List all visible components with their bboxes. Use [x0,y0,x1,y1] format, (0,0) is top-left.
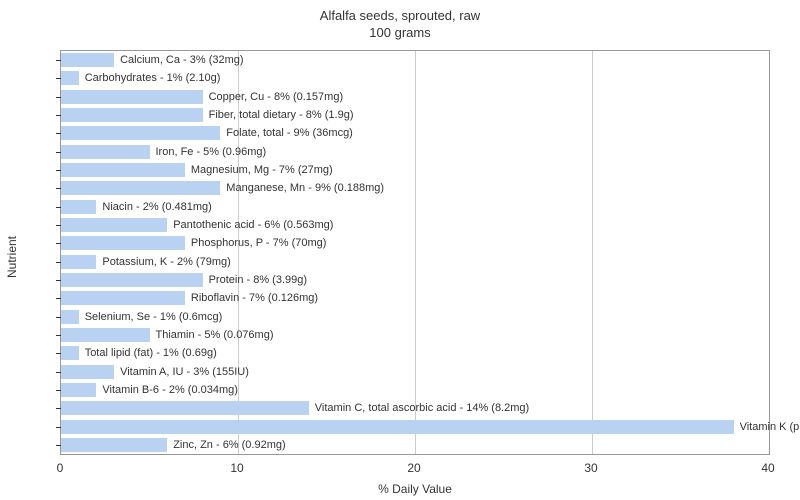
bar [61,401,309,415]
bar-label: Copper, Cu - 8% (0.157mg) [209,90,344,104]
y-tick [56,335,61,336]
bar [61,255,96,269]
bar [61,218,167,232]
bar [61,365,114,379]
bar [61,236,185,250]
x-tick-label: 0 [57,461,64,475]
bar-label: Vitamin K (phylloquinone) - 38% (30.5mcg… [740,420,800,434]
bar-label: Potassium, K - 2% (79mg) [102,255,230,269]
bar [61,346,79,360]
y-tick [56,60,61,61]
bar [61,126,220,140]
bar-label: Zinc, Zn - 6% (0.92mg) [173,438,285,452]
y-tick [56,97,61,98]
y-tick [56,243,61,244]
y-tick [56,78,61,79]
nutrient-chart: Alfalfa seeds, sprouted, raw 100 grams N… [0,0,800,500]
bar-label: Manganese, Mn - 9% (0.188mg) [226,181,384,195]
x-tick-label: 20 [407,461,420,475]
bar-label: Niacin - 2% (0.481mg) [102,200,211,214]
bar-label: Iron, Fe - 5% (0.96mg) [156,145,267,159]
bar-label: Selenium, Se - 1% (0.6mcg) [85,310,223,324]
bar [61,200,96,214]
y-tick [56,372,61,373]
y-tick [56,115,61,116]
x-axis-label: % Daily Value [378,482,452,496]
y-tick [56,390,61,391]
bar [61,53,114,67]
bar-label: Vitamin C, total ascorbic acid - 14% (8.… [315,401,529,415]
bar-label: Magnesium, Mg - 7% (27mg) [191,163,333,177]
bar [61,273,203,287]
bar-label: Protein - 8% (3.99g) [209,273,307,287]
y-tick [56,188,61,189]
chart-title-line2: 100 grams [0,25,800,42]
bar [61,438,167,452]
bar-label: Folate, total - 9% (36mcg) [226,126,353,140]
x-tick-label: 10 [230,461,243,475]
bar-label: Carbohydrates - 1% (2.10g) [85,71,221,85]
chart-title: Alfalfa seeds, sprouted, raw 100 grams [0,0,800,42]
y-tick [56,427,61,428]
y-tick [56,317,61,318]
x-tick-label: 40 [761,461,774,475]
bar-label: Pantothenic acid - 6% (0.563mg) [173,218,333,232]
y-tick [56,207,61,208]
bar [61,181,220,195]
bar [61,163,185,177]
y-tick [56,280,61,281]
bar [61,420,734,434]
bar-label: Phosphorus, P - 7% (70mg) [191,236,327,250]
bar [61,310,79,324]
bar-label: Riboflavin - 7% (0.126mg) [191,291,318,305]
bar-label: Total lipid (fat) - 1% (0.69g) [85,346,217,360]
bar [61,328,150,342]
bar [61,383,96,397]
gridline [592,51,593,454]
bar [61,90,203,104]
y-tick [56,298,61,299]
y-tick [56,408,61,409]
y-tick [56,152,61,153]
bar [61,291,185,305]
gridline [415,51,416,454]
y-tick [56,225,61,226]
bar-label: Vitamin A, IU - 3% (155IU) [120,365,249,379]
bar-label: Calcium, Ca - 3% (32mg) [120,53,243,67]
plot-area: Calcium, Ca - 3% (32mg) Carbohydrates - 1… [60,50,770,455]
bar-label: Vitamin B-6 - 2% (0.034mg) [102,383,238,397]
y-axis-label: Nutrient [5,236,19,278]
bar [61,108,203,122]
bar-label: Thiamin - 5% (0.076mg) [156,328,274,342]
y-tick [56,262,61,263]
chart-title-line1: Alfalfa seeds, sprouted, raw [0,8,800,25]
y-tick [56,353,61,354]
bar-label: Fiber, total dietary - 8% (1.9g) [209,108,354,122]
bar [61,145,150,159]
bar [61,71,79,85]
x-tick-label: 30 [584,461,597,475]
y-tick [56,170,61,171]
y-tick [56,133,61,134]
y-tick [56,445,61,446]
